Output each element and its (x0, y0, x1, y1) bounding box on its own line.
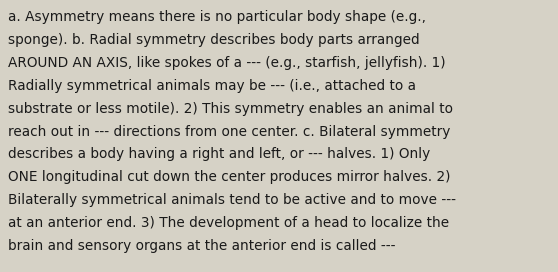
Text: Bilaterally symmetrical animals tend to be active and to move ---: Bilaterally symmetrical animals tend to … (8, 193, 456, 207)
Text: ONE longitudinal cut down the center produces mirror halves. 2): ONE longitudinal cut down the center pro… (8, 170, 450, 184)
Text: AROUND AN AXIS, like spokes of a --- (e.g., starfish, jellyfish). 1): AROUND AN AXIS, like spokes of a --- (e.… (8, 56, 446, 70)
Text: reach out in --- directions from one center. c. Bilateral symmetry: reach out in --- directions from one cen… (8, 125, 450, 138)
Text: sponge). b. Radial symmetry describes body parts arranged: sponge). b. Radial symmetry describes bo… (8, 33, 420, 47)
Text: brain and sensory organs at the anterior end is called ---: brain and sensory organs at the anterior… (8, 239, 396, 253)
Text: substrate or less motile). 2) This symmetry enables an animal to: substrate or less motile). 2) This symme… (8, 102, 453, 116)
Text: a. Asymmetry means there is no particular body shape (e.g.,: a. Asymmetry means there is no particula… (8, 10, 426, 24)
Text: Radially symmetrical animals may be --- (i.e., attached to a: Radially symmetrical animals may be --- … (8, 79, 416, 93)
Text: at an anterior end. 3) The development of a head to localize the: at an anterior end. 3) The development o… (8, 216, 449, 230)
Text: describes a body having a right and left, or --- halves. 1) Only: describes a body having a right and left… (8, 147, 430, 162)
